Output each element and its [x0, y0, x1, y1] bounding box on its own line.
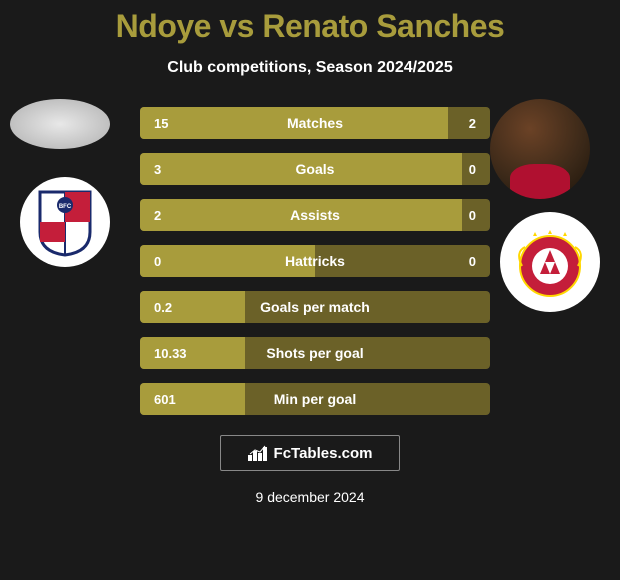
club-right-logo [500, 212, 600, 312]
footer-brand-badge: FcTables.com [220, 435, 400, 471]
stat-left-value: 10.33 [140, 337, 245, 369]
stat-right-value: 0 [462, 199, 490, 231]
stat-label: Matches [287, 115, 343, 131]
stat-row: 20Assists [140, 199, 490, 231]
svg-text:BFC: BFC [59, 204, 72, 210]
stats-bars: 152Matches30Goals20Assists00Hattricks0.2… [140, 107, 490, 415]
stat-row: 30Goals [140, 153, 490, 185]
stat-label: Goals [296, 161, 335, 177]
comparison-area: BFC 152Matches30Goals20Assists00Hattrick… [0, 107, 620, 415]
stat-right-value: 2 [448, 107, 490, 139]
stat-row: 152Matches [140, 107, 490, 139]
page-subtitle: Club competitions, Season 2024/2025 [0, 59, 620, 77]
stat-label: Goals per match [260, 299, 370, 315]
stat-left-value: 0.2 [140, 291, 245, 323]
stat-row: 00Hattricks [140, 245, 490, 277]
stat-label: Assists [290, 207, 340, 223]
player-left-avatar [10, 99, 110, 149]
club-left-logo: BFC [20, 177, 110, 267]
stat-right-value: 0 [462, 153, 490, 185]
fctables-chart-icon [248, 445, 268, 461]
benfica-badge-icon [510, 222, 590, 302]
bologna-shield-icon: BFC [35, 187, 95, 257]
stat-label: Hattricks [285, 253, 345, 269]
page-title: Ndoye vs Renato Sanches [0, 8, 620, 45]
footer-brand-text: FcTables.com [274, 445, 373, 462]
stat-left-value: 601 [140, 383, 245, 415]
stat-row: 601 Min per goal [140, 383, 490, 415]
stat-row: 10.33 Shots per goal [140, 337, 490, 369]
stat-label: Min per goal [274, 391, 356, 407]
footer-date: 9 december 2024 [0, 489, 620, 505]
stat-row: 0.2 Goals per match [140, 291, 490, 323]
stat-label: Shots per goal [266, 345, 363, 361]
player-right-avatar [490, 99, 590, 199]
